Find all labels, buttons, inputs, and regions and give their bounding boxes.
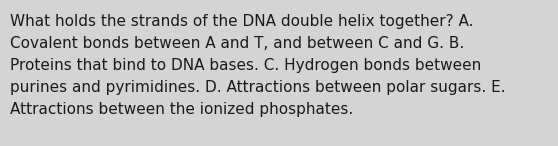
Text: What holds the strands of the DNA double helix together? A.: What holds the strands of the DNA double… [10, 14, 474, 29]
Text: purines and pyrimidines. D. Attractions between polar sugars. E.: purines and pyrimidines. D. Attractions … [10, 80, 506, 95]
Text: Covalent bonds between A and T, and between C and G. B.: Covalent bonds between A and T, and betw… [10, 36, 464, 51]
Text: Attractions between the ionized phosphates.: Attractions between the ionized phosphat… [10, 102, 353, 117]
Text: Proteins that bind to DNA bases. C. Hydrogen bonds between: Proteins that bind to DNA bases. C. Hydr… [10, 58, 481, 73]
